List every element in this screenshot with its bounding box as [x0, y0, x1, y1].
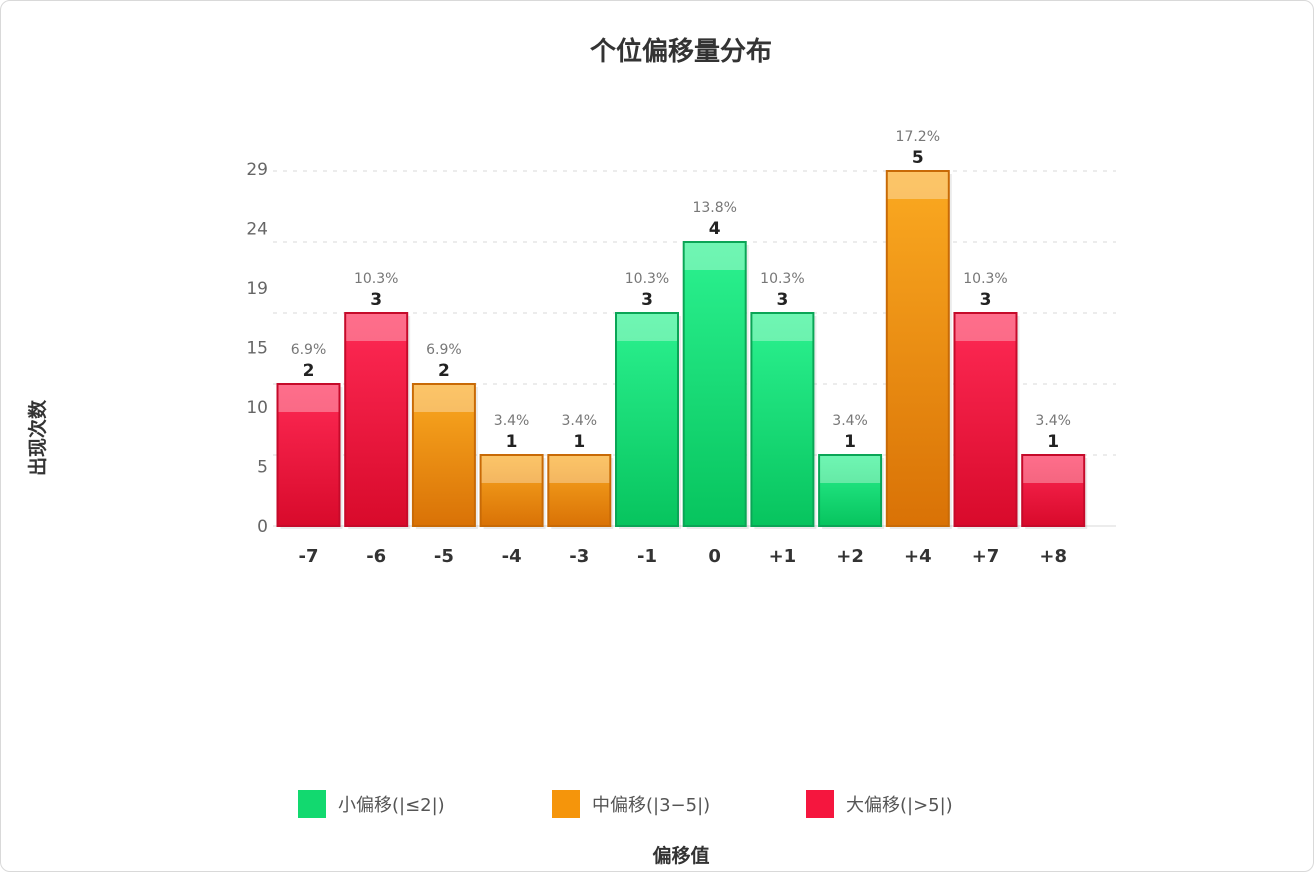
bar--5: [411, 383, 476, 527]
bar-0: [682, 241, 747, 527]
data-label-count: 3: [776, 290, 788, 310]
data-label-count: 1: [844, 432, 856, 452]
x-tick-label: +2: [836, 546, 864, 567]
bar-+8: [1021, 454, 1086, 527]
legend-swatch-small: [298, 790, 326, 818]
x-tick-label: -1: [637, 546, 657, 567]
y-axis-label: 出现次数: [26, 399, 49, 476]
x-tick-label: -6: [366, 546, 386, 567]
bar-highlight: [346, 314, 407, 341]
chart-title: 个位偏移量分布: [590, 36, 772, 67]
data-label-count: 5: [912, 148, 924, 168]
x-tick-label: +4: [904, 546, 932, 567]
x-tick-label: 0: [708, 546, 721, 567]
bar-+4: [885, 170, 950, 527]
bar-highlight: [684, 243, 745, 270]
bar--3: [547, 454, 612, 527]
data-label-count: 1: [1047, 432, 1059, 452]
bar--7: [276, 383, 341, 527]
data-label-count: 1: [506, 432, 518, 452]
y-tick-label: 19: [246, 279, 268, 299]
legend-swatch-medium: [552, 790, 580, 818]
data-label-percent: 3.4%: [1035, 413, 1071, 429]
bar-+2: [818, 454, 883, 527]
data-label-count: 2: [438, 361, 450, 381]
data-label-count: 2: [303, 361, 315, 381]
x-tick-label: -7: [299, 546, 319, 567]
x-tick-label: +7: [972, 546, 1000, 567]
bar-highlight: [278, 385, 339, 412]
bar-highlight: [617, 314, 677, 341]
y-tick-label: 5: [257, 458, 268, 478]
data-label-count: 1: [573, 432, 585, 452]
bar-highlight: [413, 385, 474, 412]
bar-+7: [953, 312, 1018, 527]
y-tick-label: 10: [246, 398, 268, 418]
data-label-percent: 6.9%: [291, 342, 327, 358]
bar-highlight: [955, 314, 1016, 341]
data-label-count: 3: [980, 290, 992, 310]
x-tick-label: -3: [569, 546, 589, 567]
y-tick-label: 0: [257, 517, 268, 537]
legend: 小偏移(|≤2|) 中偏移(|3−5|) 大偏移(|>5|): [298, 790, 953, 818]
data-label-percent: 10.3%: [625, 271, 669, 287]
data-label-percent: 3.4%: [562, 413, 598, 429]
x-tick-label: -5: [434, 546, 454, 567]
bar-highlight: [887, 172, 948, 199]
data-label-count: 3: [641, 290, 653, 310]
bar--1: [615, 312, 679, 527]
x-axis-label: 偏移值: [652, 844, 709, 867]
data-label-percent: 3.4%: [832, 413, 868, 429]
bars: 2 6.9% -7 3 10.3% -6 2 6.9% -5 1 3.4% -4 1 3.4% -3 3 10.…: [276, 129, 1088, 567]
data-label-count: 3: [370, 290, 382, 310]
bar--4: [479, 454, 544, 527]
bar-highlight: [820, 456, 881, 483]
x-tick-label: +1: [769, 546, 797, 567]
data-label-percent: 10.3%: [963, 271, 1007, 287]
y-tick-label: 29: [246, 160, 268, 180]
bar-highlight: [1023, 456, 1084, 483]
bar-highlight: [549, 456, 610, 483]
legend-swatch-large: [806, 790, 834, 818]
y-axis-ticks: 0 5 10 15 19 24 29: [246, 160, 268, 537]
data-label-percent: 13.8%: [692, 200, 736, 216]
bar--6: [344, 312, 409, 527]
y-tick-label: 15: [246, 339, 268, 359]
bar-highlight: [481, 456, 542, 483]
x-tick-label: +8: [1039, 546, 1067, 567]
legend-label-small: 小偏移(|≤2|): [338, 795, 445, 816]
bar-highlight: [752, 314, 813, 341]
legend-label-medium: 中偏移(|3−5|): [592, 795, 710, 816]
legend-label-large: 大偏移(|>5|): [846, 795, 953, 816]
data-label-count: 4: [709, 219, 721, 239]
data-label-percent: 17.2%: [896, 129, 940, 145]
x-tick-label: -4: [502, 546, 522, 567]
data-label-percent: 3.4%: [494, 413, 530, 429]
y-tick-label: 24: [246, 220, 268, 240]
data-label-percent: 10.3%: [354, 271, 398, 287]
data-label-percent: 6.9%: [426, 342, 462, 358]
bar-+1: [750, 312, 815, 527]
data-label-percent: 10.3%: [760, 271, 804, 287]
